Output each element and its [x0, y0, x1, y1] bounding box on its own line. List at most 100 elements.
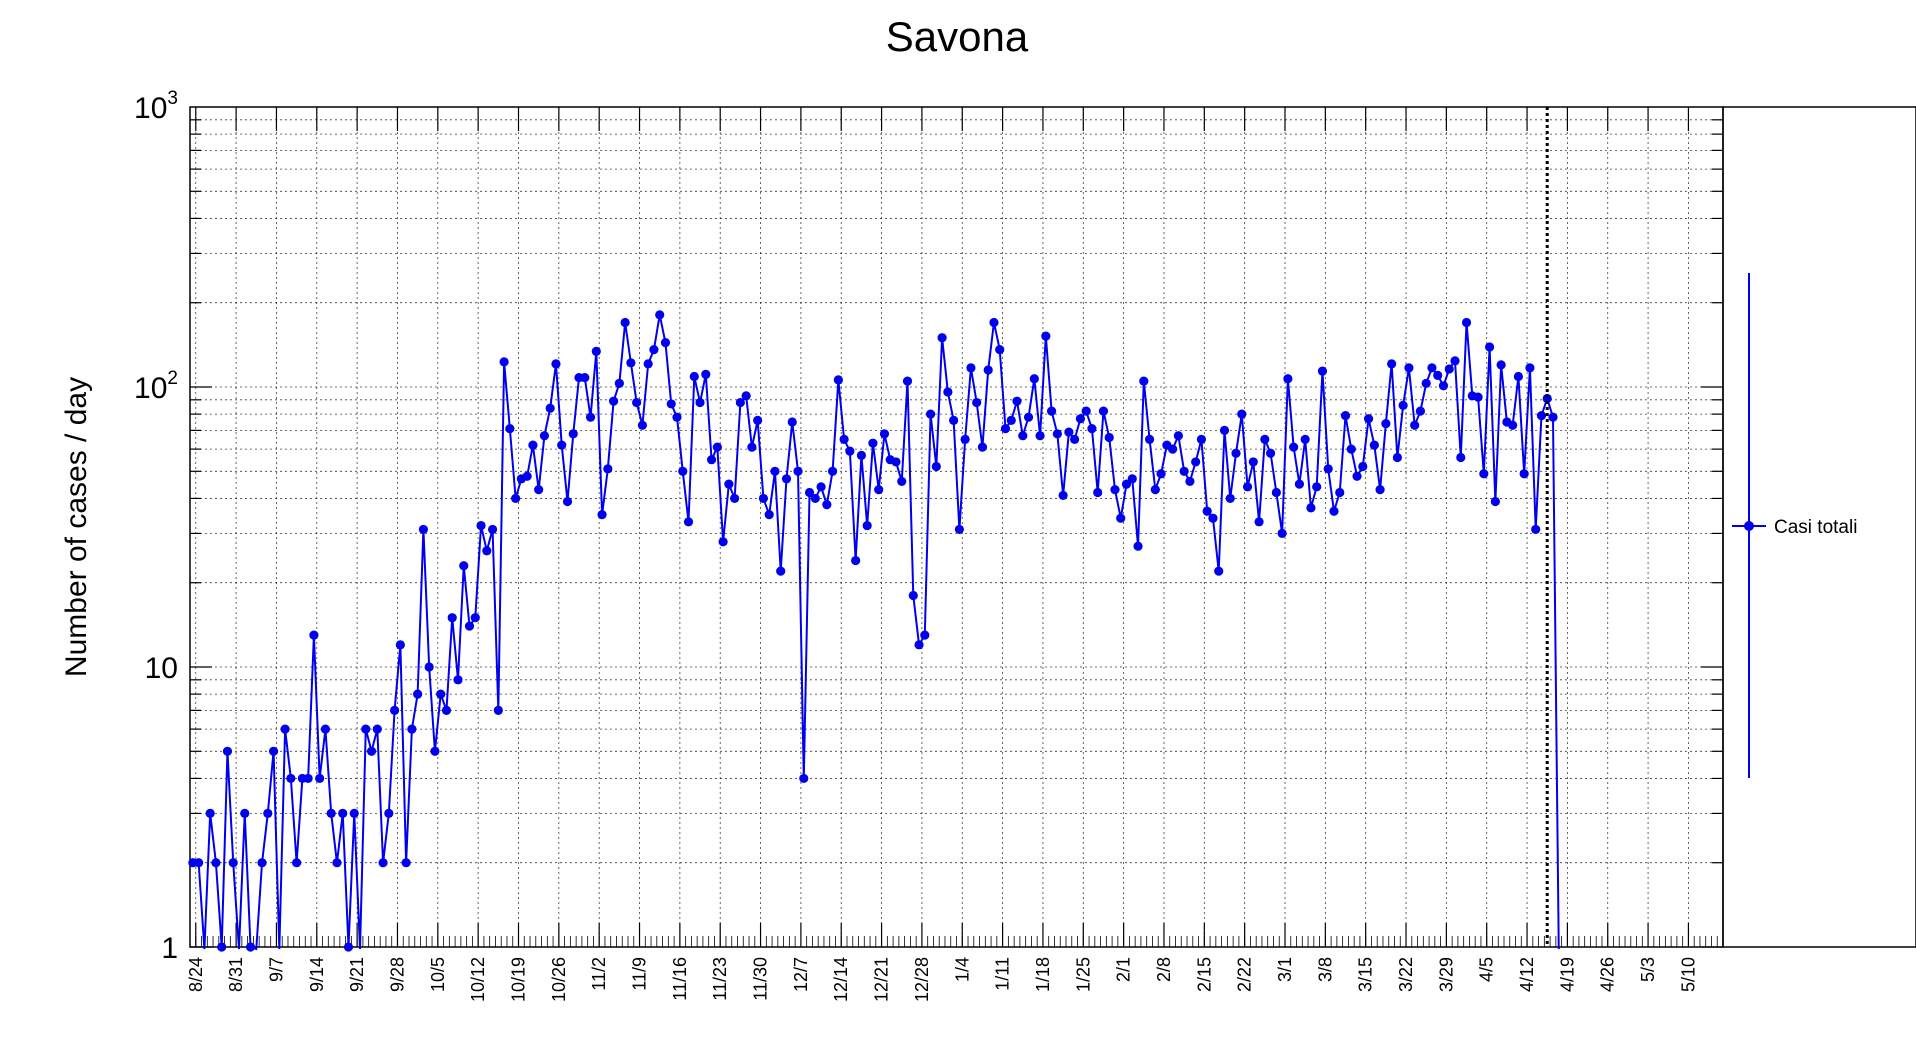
data-point: [1427, 363, 1437, 373]
data-point: [1237, 409, 1247, 419]
data-point: [776, 566, 786, 576]
data-point: [1513, 371, 1524, 382]
data-point: [268, 746, 279, 756]
data-point: [1450, 356, 1460, 366]
data-point: [1421, 378, 1431, 389]
data-point: [1415, 406, 1426, 416]
data-point: [770, 466, 780, 476]
data-point: [378, 858, 388, 868]
data-point: [1248, 457, 1258, 467]
data-point: [1116, 513, 1126, 523]
data-point: [931, 461, 941, 472]
data-point: [580, 373, 590, 383]
data-point: [1087, 424, 1097, 434]
x-tick-label: 4/26: [1598, 957, 1618, 992]
data-point: [1363, 414, 1374, 424]
y-tick-label-base: 10: [134, 92, 167, 125]
y-tick-label-base: 10: [145, 652, 178, 685]
data-point: [649, 345, 659, 355]
data-point: [332, 858, 342, 868]
x-tick-label: 2/1: [1114, 957, 1134, 982]
data-point: [804, 487, 815, 498]
data-point: [1144, 434, 1155, 444]
data-point: [608, 396, 619, 406]
data-point: [954, 524, 964, 535]
data-point: [194, 858, 204, 868]
x-tick-label: 2/8: [1154, 957, 1174, 982]
data-point: [1260, 434, 1270, 444]
data-point: [1289, 442, 1299, 452]
data-point: [724, 479, 734, 489]
x-tick-label: 3/1: [1275, 957, 1295, 982]
data-point: [487, 524, 498, 535]
y-tick-label: 102: [134, 368, 178, 405]
data-point: [338, 808, 348, 819]
data-point: [1058, 490, 1068, 501]
data-point: [1133, 541, 1143, 551]
data-point: [695, 397, 705, 408]
data-point: [781, 474, 792, 484]
data-point: [856, 450, 867, 460]
data-point: [222, 746, 233, 756]
data-point: [1196, 434, 1207, 444]
data-point: [562, 496, 573, 507]
data-point: [1075, 414, 1086, 424]
data-point: [833, 375, 843, 385]
data-point: [1035, 431, 1045, 441]
data-point: [1398, 400, 1408, 410]
data-point: [280, 724, 290, 734]
data-point: [1484, 342, 1495, 352]
data-point: [585, 412, 596, 422]
data-point: [1018, 431, 1028, 441]
x-tick-label: 10/19: [509, 957, 529, 1002]
data-point: [977, 442, 988, 452]
x-tick-label: 5/3: [1638, 957, 1658, 982]
x-tick-label: 9/28: [387, 957, 407, 992]
data-point: [1208, 513, 1218, 523]
data-point: [666, 399, 676, 409]
y-tick-label-base: 10: [134, 372, 167, 405]
legend: Casi totali: [1732, 273, 1857, 778]
data-point: [730, 493, 740, 504]
data-point: [1340, 411, 1351, 421]
data-point: [286, 773, 296, 784]
x-tick-label: 8/31: [226, 957, 246, 992]
x-tick-label: 10/12: [468, 957, 488, 1002]
data-point: [418, 524, 429, 535]
data-point: [436, 689, 446, 699]
x-tick-label: 1/18: [1033, 957, 1053, 992]
data-point: [960, 434, 970, 444]
y-tick-label-base: 1: [161, 932, 178, 965]
data-point: [1410, 420, 1420, 430]
data-point: [1191, 457, 1201, 467]
data-point: [1456, 452, 1466, 463]
data-point: [528, 440, 538, 450]
data-point: [349, 808, 359, 819]
data-point: [1127, 474, 1137, 484]
x-tick-label: 8/24: [186, 957, 206, 992]
data-point: [303, 773, 313, 784]
data-point: [395, 640, 405, 650]
data-point: [1052, 429, 1062, 439]
data-point: [597, 510, 607, 520]
data-point: [799, 773, 809, 784]
data-point: [1098, 406, 1109, 416]
data-point: [822, 500, 832, 510]
data-point: [545, 403, 555, 413]
data-point: [1023, 412, 1034, 422]
data-point: [683, 517, 694, 527]
data-point: [366, 746, 377, 756]
x-tick-label: 12/21: [872, 957, 892, 1002]
data-point: [1300, 434, 1310, 444]
data-point: [407, 724, 417, 734]
data-point: [747, 442, 757, 452]
x-tick-label: 3/29: [1436, 957, 1456, 992]
data-point: [430, 746, 440, 756]
data-point: [493, 705, 503, 715]
data-point: [1525, 363, 1535, 373]
data-point: [505, 424, 515, 434]
data-point: [1438, 381, 1449, 391]
data-point: [482, 546, 492, 556]
data-point: [1381, 419, 1391, 429]
